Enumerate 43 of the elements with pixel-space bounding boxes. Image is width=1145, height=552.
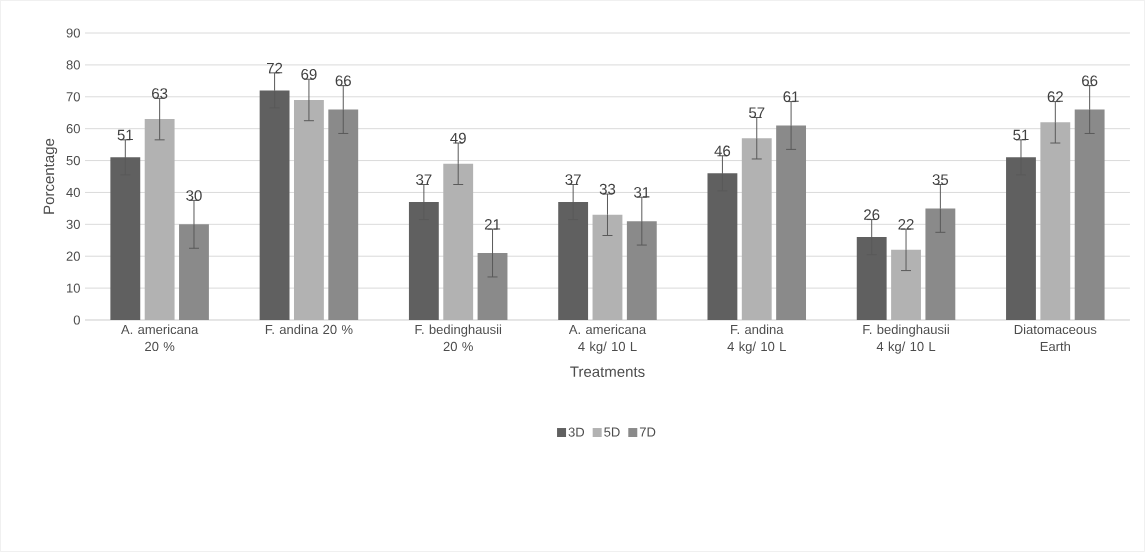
y-tick-label: 60 — [66, 124, 80, 134]
y-tick-label: 70 — [66, 92, 80, 102]
data-label: 30 — [186, 190, 202, 201]
data-label: 66 — [335, 75, 351, 87]
data-label: 63 — [152, 88, 168, 99]
y-tick-label: 80 — [66, 60, 80, 70]
legend-label: 3D — [568, 427, 585, 437]
x-tick-label: A. americana 4 kg/ 10 L — [568, 324, 647, 354]
y-tick-label: 10 — [67, 283, 80, 293]
x-tick-label: F. bedinghausii 20 % — [415, 324, 502, 352]
x-tick-label: A. americana 20 % — [121, 324, 199, 352]
data-label: 61 — [783, 91, 799, 102]
data-label: 51 — [117, 129, 133, 141]
x-axis-title: Treatments — [570, 366, 645, 377]
data-label: 22 — [898, 219, 914, 230]
data-label: 69 — [301, 69, 317, 80]
x-tick-label: F. andina 4 kg/ 10 L — [727, 324, 786, 354]
data-label: 66 — [1082, 75, 1098, 87]
data-label: 57 — [749, 107, 765, 118]
y-tick-label: 40 — [66, 187, 80, 198]
y-axis-title: Porcentage — [43, 138, 58, 214]
legend-label: 7D — [639, 427, 656, 437]
y-tick-label: 0 — [73, 315, 80, 325]
data-label: 33 — [599, 183, 616, 195]
y-tick-label: 90 — [66, 28, 80, 38]
data-label: 37 — [565, 174, 581, 185]
data-label: 46 — [714, 145, 731, 157]
data-label: 37 — [416, 174, 432, 185]
data-label: 49 — [450, 132, 466, 144]
data-label: 31 — [634, 187, 650, 198]
data-label: 51 — [1013, 129, 1029, 141]
data-label: 35 — [932, 174, 949, 185]
x-tick-label: F. andina 20 % — [265, 324, 353, 335]
y-tick-label: 20 — [66, 251, 80, 261]
data-label: 62 — [1047, 91, 1063, 102]
y-tick-label: 50 — [66, 155, 80, 166]
data-label: 72 — [267, 62, 283, 74]
data-label: 26 — [864, 209, 880, 220]
x-tick-label: F. bedinghausii 4 kg/ 10 L — [863, 324, 949, 354]
data-label: 21 — [484, 219, 501, 230]
legend-label: 5D — [604, 427, 620, 437]
y-tick-label: 30 — [66, 219, 80, 229]
x-tick-label: Diatomaceous Earth — [1014, 324, 1097, 352]
